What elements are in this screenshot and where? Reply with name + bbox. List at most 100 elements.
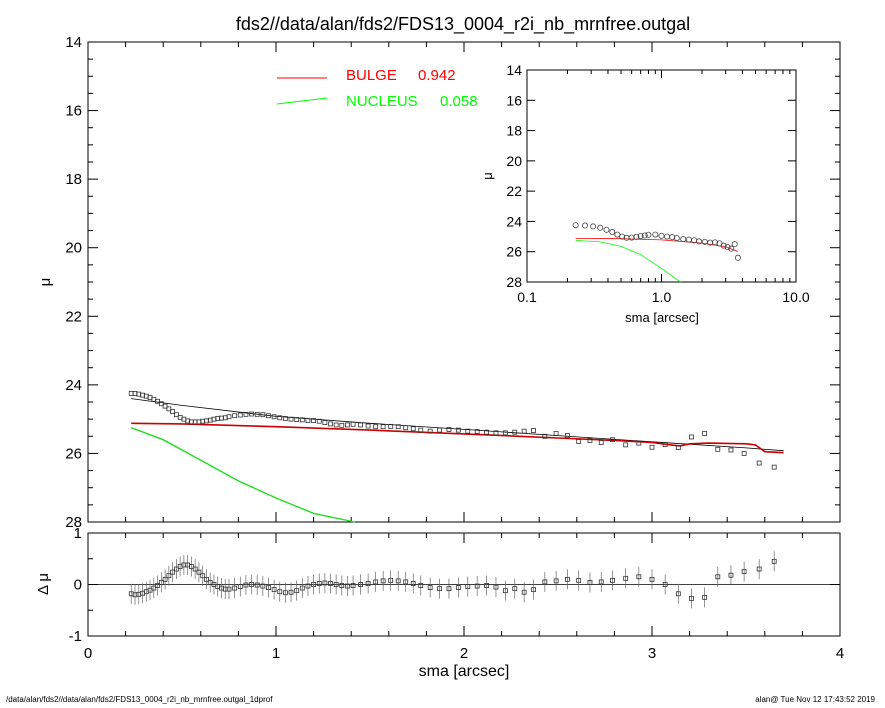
data-point [339,422,345,428]
footer-file-path: /data/alan/fds2//data/alan/fds2/FDS13_00… [6,695,273,704]
data-point [173,412,179,418]
data-point [232,413,238,419]
data-point [226,414,232,420]
inset-x-tick-label: 0.1 [517,289,537,305]
residual-point [192,566,198,572]
data-point [484,429,489,435]
inset-data-point [628,234,635,241]
inset-axis-ticks: 14 16 18 20 22 24 26 280.1 1.0 10.0 [506,62,809,305]
data-point [662,442,668,447]
residual-point [333,582,339,587]
inset-y-tick-label: 24 [506,213,522,229]
residual-point [521,589,527,595]
legend-nucleus-label: NUCLEUS [346,93,418,110]
data-point [277,415,283,421]
data-point [741,451,747,456]
residual-point [237,584,243,589]
bulge-line [131,422,784,454]
data-point [702,431,708,436]
data-point [299,417,305,423]
residual-point [410,581,416,586]
residual-point [277,589,283,595]
data-point [531,428,536,433]
inset-data-point [619,233,626,240]
data-point [610,437,615,443]
residual-point [271,587,277,593]
inset-nucleus-line [575,240,681,283]
residual-point [771,558,777,564]
data-point [715,446,721,452]
residual-y-tick-label: 1 [74,525,82,542]
residual-point [484,583,489,588]
residual-point [565,576,570,582]
data-point [598,440,604,445]
residual-plot-series [128,551,777,609]
residual-x-tick-label: 0 [84,645,92,662]
data-point [260,412,266,418]
inset-data-point [734,254,741,261]
data-point [623,442,629,448]
inset-y-tick-label: 14 [506,62,522,78]
data-point [271,414,277,420]
inset-data-point [724,244,731,251]
residual-point [493,584,499,590]
residual-point [403,579,409,585]
inset-data-point [731,241,738,248]
residual-point [294,588,300,594]
residual-point [437,586,442,592]
chart-title: fds2//data/alan/fds2/FDS13_0004_r2i_nb_m… [236,14,690,35]
inset-data-point [645,231,652,238]
inset-x-axis-label: sma [arcsec] [625,310,699,325]
residual-point [636,574,642,580]
main-y-tick-label: 16 [65,103,82,120]
residual-point [311,582,317,587]
residual-x-tick-label: 2 [460,645,468,662]
residual-point [232,585,238,591]
data-point [542,433,548,439]
data-point [576,439,582,444]
model-line [131,398,784,452]
inset-data-point [695,238,702,245]
main-y-axis-label: μ [37,278,54,287]
data-point [636,440,642,446]
residual-point [542,579,548,585]
residual-y-tick-label: 0 [74,577,82,594]
residual-point [512,586,518,592]
inset-data-point [603,226,610,233]
data-point [288,416,294,422]
data-point [282,416,288,421]
residual-point [465,584,471,589]
residual-y-axis-label: Δ μ [35,573,52,595]
data-point [512,429,518,435]
main-y-tick-label: 18 [65,171,82,188]
residual-point [254,582,260,588]
residual-point [345,583,350,589]
data-point [474,429,480,434]
data-point [388,423,394,429]
data-point [294,417,300,422]
inset-background [527,70,796,282]
data-point [437,427,442,433]
legend: BULGE 0.942 NUCLEUS 0.058 [276,67,478,110]
inset-data-point [582,222,589,229]
residual-point [474,583,480,589]
residual-point [173,566,179,572]
data-point [254,411,260,417]
inset-x-tick-label: 1.0 [652,289,672,305]
inset-data-point [669,234,676,241]
residual-point [170,569,176,575]
residual-point [282,590,288,596]
residual-point [226,586,232,592]
main-y-tick-label: 22 [65,308,82,325]
residual-point [328,581,333,586]
residual-point [243,582,249,588]
data-point [587,437,593,443]
residual-point [305,583,311,589]
residual-point [380,578,386,584]
data-point [502,430,508,436]
legend-bulge-value: 0.942 [418,67,456,84]
residual-point [715,574,721,580]
